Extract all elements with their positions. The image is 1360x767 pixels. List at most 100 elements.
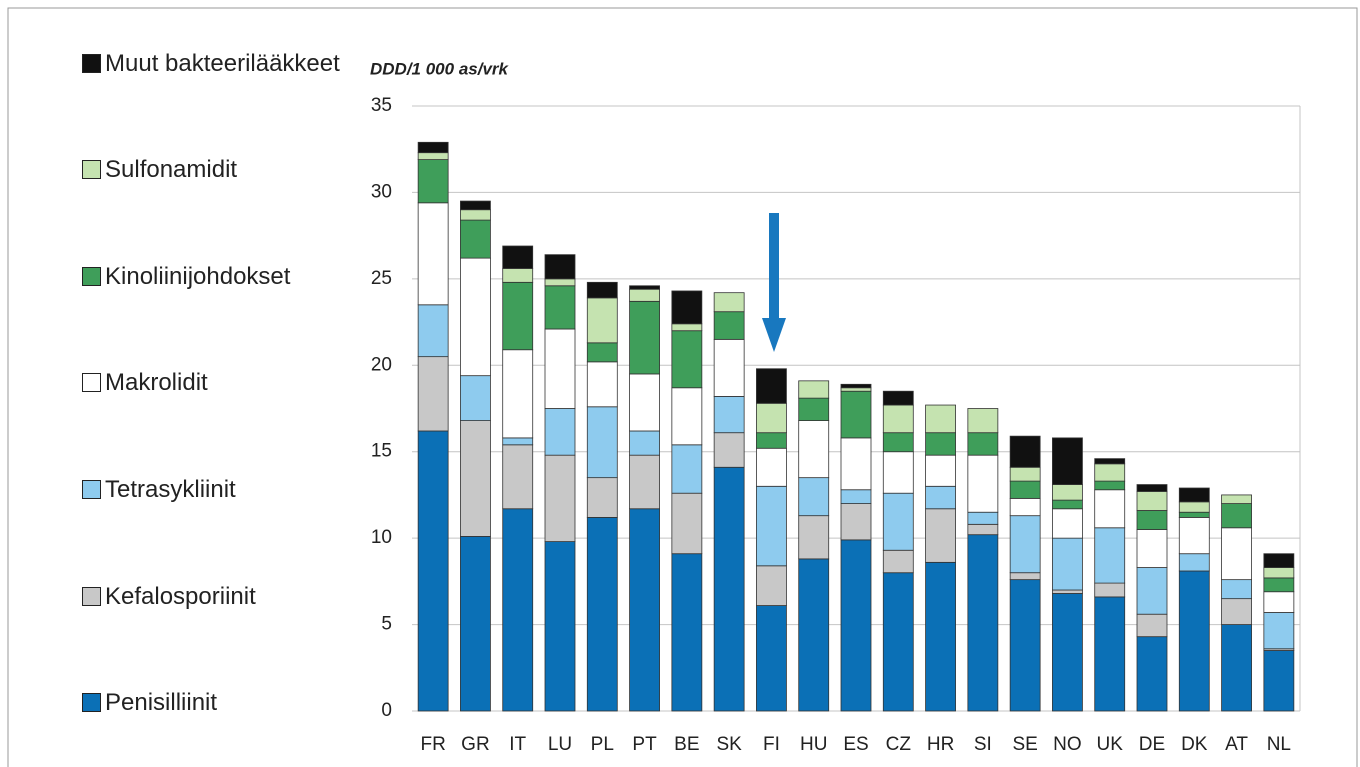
bar-segment [882,390,914,406]
bar-segment [1221,624,1252,712]
bar-segment [671,492,703,555]
bar-segment [840,387,872,392]
legend-item: Kinoliinijohdokset [82,261,362,293]
bar-segment [967,432,999,456]
bar-segment [1052,593,1083,712]
bar-segment [586,406,618,479]
bar-segment [1178,553,1210,572]
bar-segment [1009,497,1041,517]
bar-segment [1136,510,1168,530]
legend-label: Makrolidit [105,369,208,396]
bar-segment [460,375,491,421]
bar-segment [1263,553,1295,568]
legend-swatch [82,693,101,712]
bar-segment [1221,579,1252,600]
bar-segment [756,605,787,712]
legend-label: Penisilliinit [105,689,218,716]
bar-segment [544,328,576,409]
bar-segment [1136,491,1168,511]
x-tick-label: ES [843,734,868,755]
legend-label: Kefalosporiinit [105,583,256,610]
bar-segment [1136,484,1168,492]
bar-segment [756,485,787,567]
bar-segment [840,503,872,541]
x-tick-label: LU [548,734,572,755]
bar-segment [798,397,830,421]
bar-segment [1136,636,1168,712]
bar-segment [882,549,914,574]
bar-segment [925,404,956,434]
bar-segment [967,511,999,525]
bar-segment [840,489,872,504]
legend-swatch [82,587,101,606]
bar-segment [1136,613,1168,638]
bar-segment [586,477,618,518]
x-tick-label: GR [461,734,490,755]
bar-segment [502,508,534,712]
bar-segment [713,311,745,340]
bar-segment [629,300,660,375]
bar-segment [544,285,576,330]
bar-segment [1178,517,1210,555]
bar-segment [629,288,660,302]
bar-segment [1263,650,1295,712]
bar-segment [798,477,830,517]
x-tick-label: DE [1139,734,1165,755]
bar-segment [798,558,830,712]
bar-segment [1009,572,1041,581]
bar-segment [1221,598,1252,625]
bar-segment [1178,487,1210,503]
y-tick-label: 30 [371,181,392,202]
bar-segment [1221,527,1252,581]
bar-segment [1009,435,1041,468]
frame [7,7,1358,767]
legend-swatch [82,54,101,73]
bar-segment [1052,508,1083,539]
x-tick-label: DK [1181,734,1208,755]
bar-segment [925,485,956,510]
legend-label: Tetrasykliinit [105,476,236,503]
bar-segment [1221,503,1252,529]
x-tick-label: SE [1012,734,1037,755]
bar-segment [925,561,956,712]
bar-segment [882,404,914,434]
bar-segment [502,444,534,510]
bar-segment [882,451,914,494]
bar-segment [840,383,872,389]
arrow [762,213,786,352]
legend-swatch [82,160,101,179]
bar-segment [1263,567,1295,579]
bar-segment [629,285,660,290]
bar-segment [417,304,449,358]
bar-segment [671,290,703,325]
legend-swatch [82,373,101,392]
bar-segment [967,454,999,513]
bar-segment [629,454,660,510]
bar-segment [671,553,703,712]
bar-segment [1094,463,1126,482]
x-tick-label: NL [1267,734,1291,755]
bar-segment [840,437,872,491]
x-tick-label: SK [716,734,742,755]
bar-segment [756,402,787,434]
bar-segment [967,408,999,434]
bar-segment [502,245,534,269]
bar-segment [671,330,703,389]
bar-segment [1221,494,1252,504]
bar-segment [1052,499,1083,510]
x-tick-label: FR [420,734,445,755]
bar-segment [882,492,914,551]
bar-segment [1094,596,1126,712]
bar-segment [460,219,491,259]
x-tick-label: UK [1097,734,1124,755]
legend-label: Sulfonamidit [105,156,238,183]
legend-item: Sulfonamidit [82,154,362,186]
legend-item: Muut bakteerilääkkeet [82,48,362,80]
bar-segment [586,281,618,299]
bar-segment [1178,511,1210,518]
bar-segment [544,408,576,456]
plot: 0 5 10 15 20 25 30 35 FR GR IT LU PL PT BE SK FI HU ES CZ HR… [371,95,1301,755]
bar-segment [713,432,745,468]
bar-segment [502,437,534,446]
bar-segment [1263,612,1295,650]
